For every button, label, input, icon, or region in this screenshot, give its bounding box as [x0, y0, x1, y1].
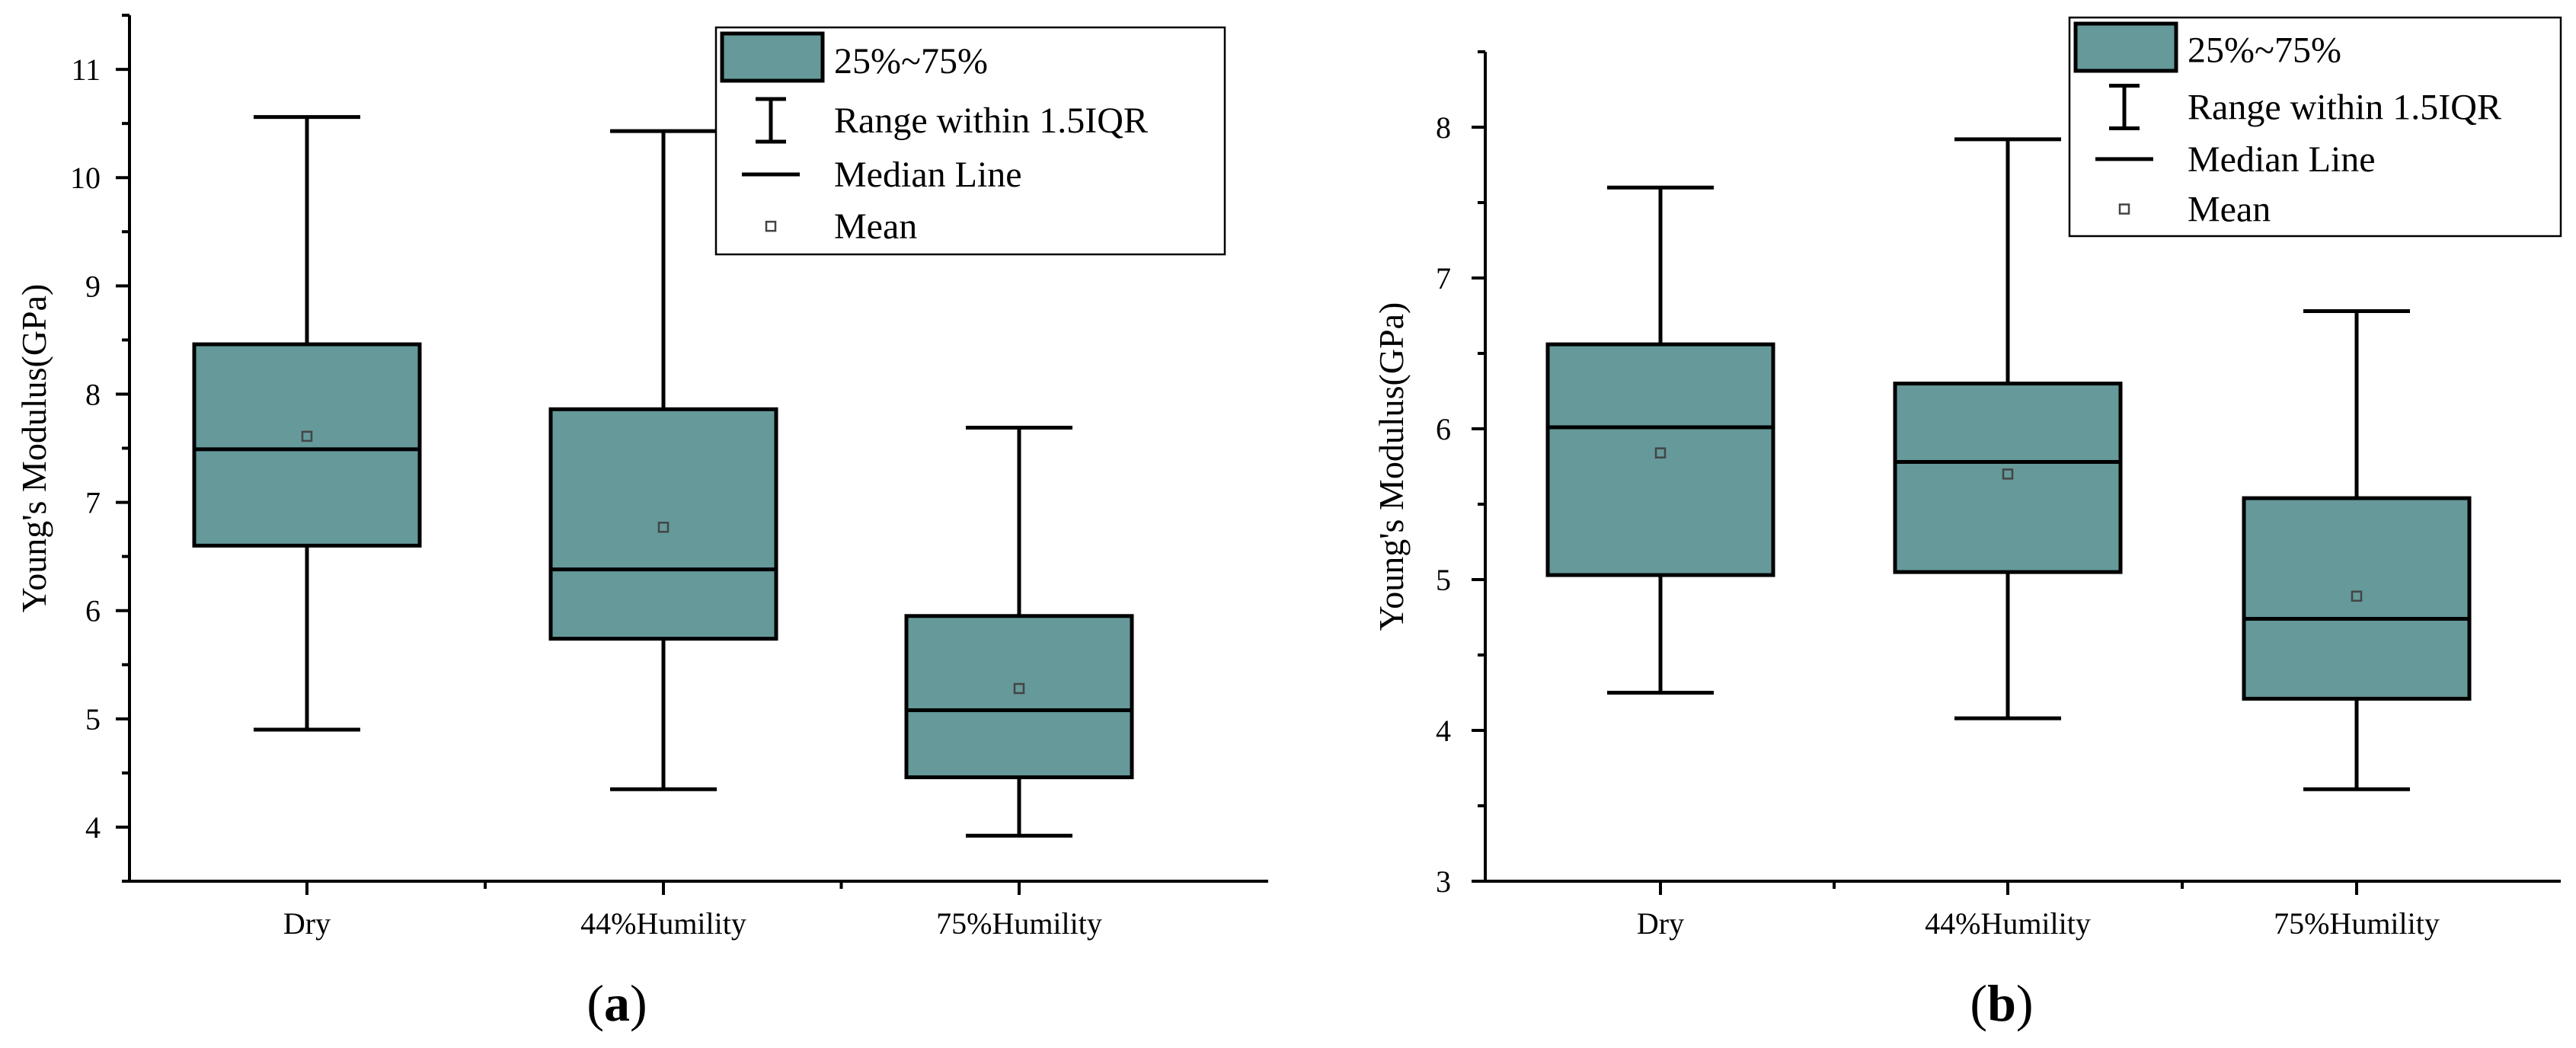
panel-label-letter: b — [1987, 974, 2016, 1032]
legend-box-label: 25%~75% — [2188, 30, 2341, 70]
iqr-box — [192, 342, 422, 548]
mean-marker — [1654, 447, 1667, 458]
chart-panel-a: 4 5 6 7 8 9 10 11 Young's Modulus(GPa) Dry 44%Humi… — [14, 14, 1268, 1032]
box-dry — [1545, 185, 1775, 695]
mean-marker — [301, 430, 313, 443]
iqr-box — [548, 407, 778, 641]
y-axis-label: Young's Modulus(GPa) — [14, 284, 53, 613]
y-tick-label: 7 — [85, 486, 101, 520]
y-tick-label: 8 — [85, 377, 101, 411]
legend-box-label: 25%~75% — [834, 41, 988, 81]
iqr-box — [904, 614, 1134, 780]
legend-box-swatch — [720, 31, 825, 83]
mean-marker — [1013, 682, 1025, 695]
y-tick-label: 4 — [85, 810, 101, 845]
y-tick-label: 5 — [85, 702, 101, 736]
y-tick-label: 6 — [85, 594, 101, 628]
x-category-label: 44%Humility — [580, 906, 746, 941]
x-category-label: Dry — [283, 906, 331, 941]
panel-label-letter: a — [604, 974, 630, 1032]
x-category-label: 75%Humility — [936, 906, 1102, 941]
panel-label-open: ( — [1970, 974, 1987, 1032]
box-75-humility — [2242, 309, 2472, 791]
mean-marker — [2002, 468, 2014, 480]
box-75-humility — [904, 425, 1134, 838]
y-tick-label: 4 — [1436, 714, 1451, 748]
legend: 25%~75% Range within 1.5IQR Median Line Mea… — [2068, 16, 2562, 238]
y-tick-label: 10 — [70, 161, 101, 195]
box-dry — [192, 115, 422, 732]
legend-range-label: Range within 1.5IQR — [2188, 88, 2501, 128]
legend-mean-symbol — [765, 220, 777, 232]
panel-label-open: ( — [586, 974, 604, 1032]
legend-range-label: Range within 1.5IQR — [834, 101, 1148, 141]
chart-panel-b: 3 4 5 6 7 8 Young's Modulus(GPa) Dry 44%Humility… — [1372, 16, 2562, 1032]
iqr-box — [1545, 342, 1775, 577]
y-tick-label: 5 — [1436, 563, 1451, 597]
y-tick-label: 3 — [1436, 864, 1451, 899]
legend-mean-symbol — [2118, 203, 2130, 215]
x-category-label: 75%Humility — [2274, 906, 2440, 941]
box-44-humility — [548, 129, 778, 791]
panel-label: (b) — [1970, 974, 2033, 1032]
x-category-label: Dry — [1637, 906, 1684, 941]
y-tick-label: 11 — [71, 53, 101, 87]
y-tick-label: 9 — [85, 269, 101, 303]
iqr-box — [2242, 496, 2472, 701]
y-tick-label: 8 — [1436, 110, 1451, 145]
panel-label-close: ) — [630, 974, 647, 1032]
panel-label: (a) — [586, 974, 647, 1032]
y-tick-label: 7 — [1436, 261, 1451, 296]
legend-mean-label: Mean — [834, 206, 917, 247]
legend-median-label: Median Line — [834, 155, 1022, 195]
y-tick-label: 6 — [1436, 412, 1451, 446]
y-axis-label: Young's Modulus(GPa) — [1372, 302, 1411, 631]
x-category-label: 44%Humility — [1925, 906, 2091, 941]
legend-box-swatch — [2073, 21, 2178, 73]
legend-median-label: Median Line — [2188, 139, 2376, 180]
mean-marker — [2351, 590, 2363, 602]
mean-marker — [657, 522, 670, 533]
legend-mean-label: Mean — [2188, 189, 2271, 229]
legend: 25%~75% Range within 1.5IQR Median Line Mea… — [714, 26, 1226, 256]
panel-label-close: ) — [2016, 974, 2034, 1032]
box-44-humility — [1893, 137, 2123, 720]
